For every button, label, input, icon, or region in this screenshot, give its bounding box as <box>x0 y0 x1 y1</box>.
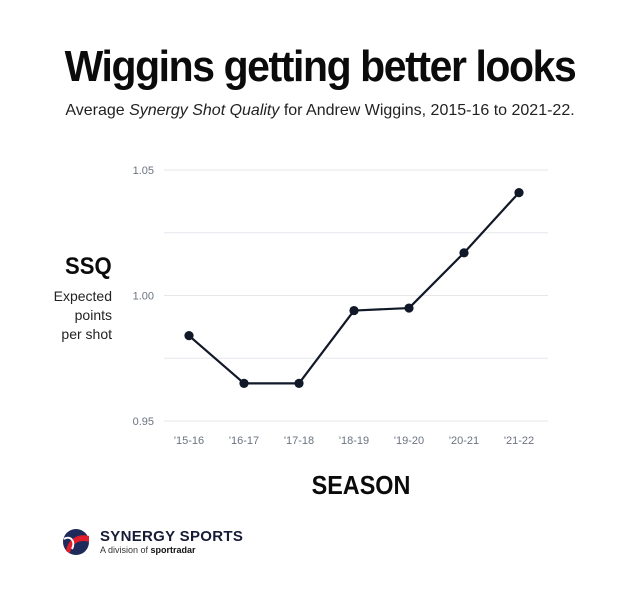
subtitle-suffix: for Andrew Wiggins, 2015-16 to 2021-22. <box>279 102 575 119</box>
x-tick-label: '21-22 <box>504 435 534 447</box>
series-line <box>188 191 520 385</box>
x-axis-title: SEASON <box>311 470 411 500</box>
data-point <box>184 331 194 341</box>
x-tick-label: '17-18 <box>284 435 314 447</box>
chart-title: Wiggins getting better looks <box>64 42 577 91</box>
y-tick-label: 1.05 <box>133 165 154 177</box>
x-tick-label: '20-21 <box>449 435 479 447</box>
data-point <box>294 378 304 388</box>
data-point <box>239 378 249 388</box>
y-axis-subtitle-line: per shot <box>61 326 112 342</box>
chart-subtitle: Average Synergy Shot Quality for Andrew … <box>0 102 640 120</box>
brand-tagline-prefix: A division of <box>100 545 151 555</box>
y-axis-subtitle-line: Expected <box>53 288 112 304</box>
sportradar-wordmark: sportradar <box>150 545 196 555</box>
data-point <box>459 248 469 258</box>
x-tick-label: '18-19 <box>339 435 369 447</box>
synergy-logo-icon <box>63 529 89 555</box>
data-point <box>404 303 414 313</box>
data-point <box>349 305 359 316</box>
subtitle-metric: Synergy Shot Quality <box>129 102 280 119</box>
y-axis-subtitle: Expected points per shot <box>32 287 112 344</box>
y-axis-subtitle-line: points <box>74 307 112 323</box>
data-point <box>514 187 524 198</box>
x-tick-label: '19-20 <box>394 435 424 447</box>
x-tick-label: '16-17 <box>229 435 259 447</box>
brand-tagline: A division of sportradar <box>100 545 196 555</box>
brand-name: SYNERGY SPORTS <box>100 528 244 545</box>
subtitle-prefix: Average <box>65 102 130 119</box>
x-tick-label: '15-16 <box>174 435 204 447</box>
y-axis-title: SSQ <box>65 253 112 280</box>
y-tick-label: 1.00 <box>133 291 154 303</box>
y-tick-label: 0.95 <box>133 416 154 428</box>
